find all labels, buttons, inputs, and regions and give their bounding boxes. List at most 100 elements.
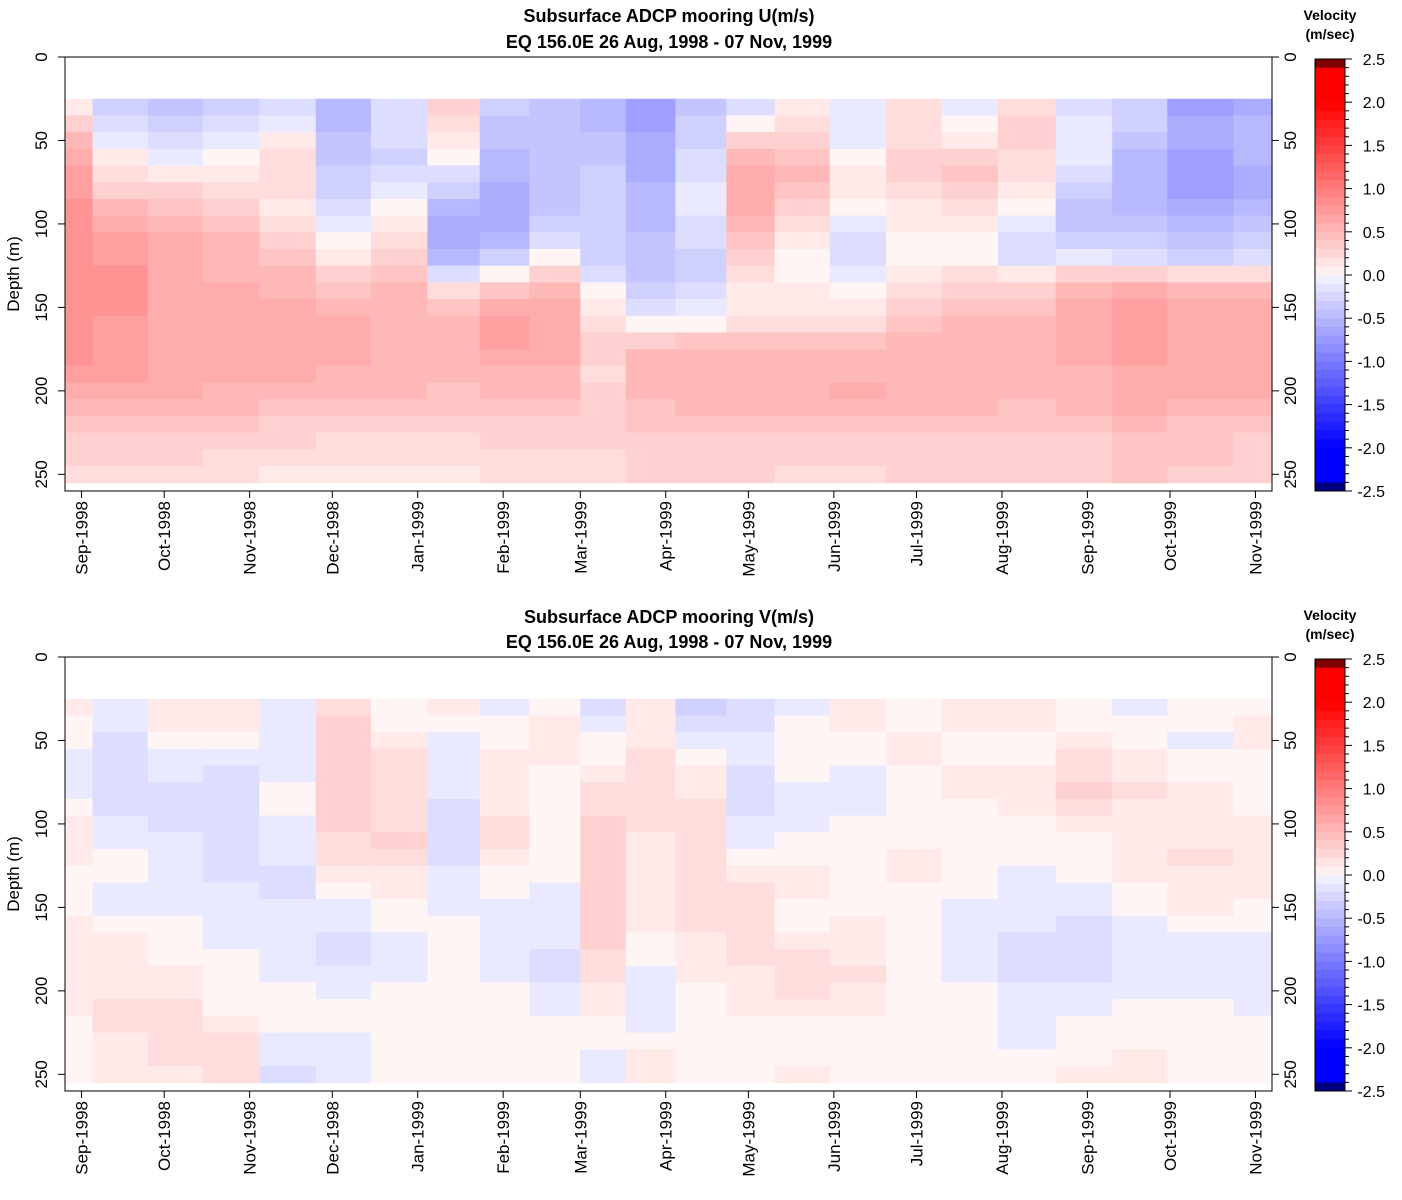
- heatmap-cell: [886, 415, 942, 434]
- heatmap-cell: [147, 282, 204, 300]
- heatmap-cell: [675, 949, 727, 967]
- heatmap-cell: [1233, 248, 1273, 267]
- heatmap-cell: [941, 365, 999, 384]
- heatmap-cell: [315, 798, 372, 817]
- heatmap-cell: [829, 748, 887, 767]
- heatmap-cell: [529, 782, 581, 800]
- colorbar-tick-label: -2.5: [1357, 1084, 1385, 1101]
- heatmap-cell: [202, 415, 260, 434]
- heatmap-cell: [941, 215, 999, 233]
- heatmap-cell: [625, 148, 676, 167]
- heatmap-cell: [941, 748, 999, 767]
- heatmap-cell: [370, 232, 428, 250]
- heatmap-cell: [427, 965, 481, 984]
- heatmap-cell: [1055, 965, 1113, 984]
- colorbar-segment: [1315, 995, 1345, 1006]
- colorbar-title: Velocity: [1304, 7, 1357, 23]
- heatmap-cell: [259, 332, 317, 350]
- heatmap-cell: [941, 449, 999, 467]
- heatmap-cell: [1167, 432, 1235, 450]
- heatmap-cell: [92, 315, 149, 334]
- heatmap-cell: [941, 265, 999, 283]
- heatmap-cell: [1233, 315, 1273, 334]
- colorbar-segment: [1315, 188, 1345, 198]
- heatmap-cell: [315, 399, 372, 417]
- x-tick-label: Feb-1999: [494, 501, 513, 574]
- heatmap-cell: [147, 1065, 204, 1084]
- heatmap-cell: [1055, 315, 1113, 334]
- heatmap-cell: [315, 1065, 372, 1084]
- heatmap-cell: [774, 349, 831, 367]
- heatmap-cell: [997, 215, 1057, 233]
- heatmap-cell: [774, 915, 831, 934]
- heatmap-cell: [259, 798, 317, 817]
- heatmap-cell: [1112, 282, 1168, 300]
- colorbar-segment: [1315, 266, 1345, 276]
- heatmap-cell: [65, 1032, 94, 1050]
- heatmap-cell: [726, 432, 776, 450]
- heatmap-cell: [774, 698, 831, 717]
- heatmap-cell: [774, 765, 831, 783]
- heatmap-cell: [1233, 732, 1273, 750]
- heatmap-cell: [1055, 865, 1113, 883]
- heatmap-cell: [941, 115, 999, 133]
- heatmap-cell: [370, 432, 428, 450]
- heatmap-cell: [941, 399, 999, 417]
- heatmap-cell: [147, 815, 204, 833]
- x-tick-label: Sep-1998: [73, 501, 92, 575]
- heatmap-cell: [202, 182, 260, 200]
- heatmap-cell: [829, 899, 887, 917]
- heatmap-cell: [529, 265, 581, 283]
- heatmap-cell: [202, 782, 260, 800]
- colorbar-segment: [1315, 814, 1345, 824]
- heatmap-cell: [675, 382, 727, 400]
- heatmap-cell: [202, 382, 260, 400]
- heatmap-cell: [625, 315, 676, 334]
- heatmap-cell: [202, 449, 260, 467]
- heatmap-cell: [829, 98, 887, 117]
- heatmap-cell: [529, 165, 581, 183]
- y-tick-label-left: 50: [32, 131, 51, 150]
- colorbar-segment: [1315, 1047, 1345, 1057]
- heatmap-cell: [675, 715, 727, 733]
- heatmap-cell: [315, 698, 372, 717]
- heatmap-cell: [997, 165, 1057, 183]
- heatmap-cell: [625, 332, 676, 350]
- heatmap-cell: [202, 349, 260, 367]
- heatmap-cell: [202, 982, 260, 1000]
- heatmap-cell: [1055, 198, 1113, 217]
- heatmap-cell: [202, 1065, 260, 1084]
- heatmap-cell: [370, 732, 428, 750]
- heatmap-cell: [1167, 765, 1235, 783]
- heatmap-cell: [65, 215, 94, 233]
- heatmap-cell: [580, 382, 627, 400]
- x-tick-label: Jul-1999: [908, 501, 927, 566]
- heatmap-cell: [259, 815, 317, 833]
- colorbar-tick-label: -2.0: [1357, 441, 1385, 458]
- colorbar-segment: [1315, 231, 1345, 241]
- heatmap-cell: [726, 182, 776, 200]
- heatmap-cell: [580, 182, 627, 200]
- heatmap-cell: [370, 965, 428, 984]
- heatmap-cell: [726, 899, 776, 917]
- heatmap-cell: [1112, 148, 1168, 167]
- heatmap-cell: [427, 98, 481, 117]
- colorbar-segment: [1315, 59, 1345, 69]
- heatmap-cell: [1233, 915, 1273, 934]
- heatmap-cell: [92, 165, 149, 183]
- heatmap-cell: [92, 899, 149, 917]
- heatmap-cell: [941, 282, 999, 300]
- heatmap-cell: [370, 798, 428, 817]
- heatmap-cell: [829, 798, 887, 817]
- heatmap-cell: [941, 815, 999, 833]
- heatmap-cell: [315, 815, 372, 833]
- heatmap-cell: [997, 982, 1057, 1000]
- heatmap-cell: [370, 148, 428, 167]
- heatmap-cell: [726, 132, 776, 150]
- heatmap-cell: [65, 449, 94, 467]
- colorbar-segment: [1315, 387, 1345, 397]
- heatmap-cell: [65, 748, 94, 767]
- heatmap-cell: [315, 165, 372, 183]
- heatmap-cell: [147, 399, 204, 417]
- x-tick-label: Sep-1998: [73, 1101, 92, 1175]
